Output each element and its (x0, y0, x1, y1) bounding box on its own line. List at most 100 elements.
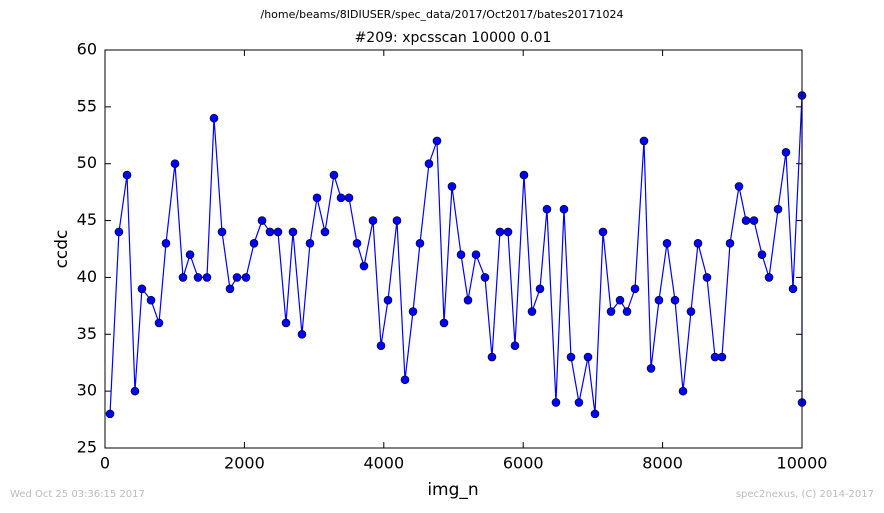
data-point (670, 295, 680, 305)
data-point (359, 261, 369, 271)
data-point (225, 284, 235, 294)
data-point (241, 273, 251, 282)
data-point (273, 227, 283, 237)
data-point (209, 113, 219, 123)
data-point (312, 193, 322, 203)
data-point (734, 182, 744, 191)
y-tick-label: 50 (77, 153, 97, 172)
data-point (702, 273, 712, 282)
y-tick-label: 55 (77, 96, 97, 115)
data-point (606, 307, 616, 316)
data-point (773, 204, 783, 214)
data-point (202, 273, 212, 282)
data-point (583, 352, 593, 362)
data-point (781, 148, 791, 157)
data-point (654, 295, 664, 305)
footnote: Wed Oct 25 03:36:15 2017 (10, 489, 145, 500)
data-point (130, 386, 140, 396)
data-point (622, 307, 632, 316)
data-point (376, 341, 386, 350)
data-point (114, 227, 124, 237)
y-axis-label: ccdc (52, 230, 72, 269)
data-point (424, 159, 434, 169)
data-point (662, 239, 672, 248)
x-tick-label: 0 (100, 454, 110, 473)
data-point (154, 318, 164, 328)
data-point (639, 136, 649, 146)
data-point (503, 227, 513, 237)
data-point (329, 170, 339, 180)
data-point (551, 398, 561, 407)
data-point (566, 352, 576, 362)
data-point (170, 159, 180, 169)
data-point (439, 318, 449, 328)
x-tick-label: 8000 (642, 454, 683, 473)
data-point (432, 136, 442, 146)
suptitle: /home/beams/8IDIUSER/spec_data/2017/Oct2… (261, 8, 624, 21)
y-tick-label: 60 (77, 40, 97, 59)
data-point (336, 193, 346, 203)
data-point (495, 227, 505, 237)
data-point (678, 386, 688, 396)
data-point (535, 284, 545, 294)
y-tick-label: 25 (77, 438, 97, 457)
data-point (741, 216, 751, 225)
data-point (344, 193, 354, 203)
data-point (368, 216, 378, 225)
data-point (447, 182, 457, 191)
data-point (249, 239, 259, 248)
data-point (320, 227, 330, 237)
data-point (257, 216, 267, 225)
data-point (630, 284, 640, 294)
data-point (297, 329, 307, 339)
data-point (574, 398, 584, 407)
data-point (400, 375, 410, 385)
data-point (542, 204, 552, 214)
y-tick-label: 45 (77, 210, 97, 229)
data-point (193, 273, 203, 282)
data-point (519, 170, 529, 180)
data-point (559, 204, 569, 214)
chart-title: #209: xpcsscan 10000 0.01 (355, 30, 552, 46)
data-point (122, 170, 132, 180)
x-tick-label: 2000 (224, 454, 265, 473)
plot-frame (104, 49, 803, 449)
data-point (717, 352, 727, 362)
y-tick-label: 40 (77, 267, 97, 286)
x-tick-label: 6000 (503, 454, 544, 473)
data-point (749, 216, 759, 225)
data-point (471, 250, 481, 259)
data-point (146, 295, 156, 305)
data-point (178, 273, 188, 282)
data-point (161, 239, 171, 248)
data-point (757, 250, 767, 259)
data-point (105, 409, 115, 419)
data-point (693, 239, 703, 248)
data-point (598, 227, 608, 237)
data-point (265, 227, 275, 237)
y-tick-label: 30 (77, 381, 97, 400)
data-point (788, 284, 798, 294)
data-point (615, 295, 625, 305)
y-tick-label: 35 (77, 324, 97, 343)
data-point (463, 295, 473, 305)
x-tick-label: 10000 (777, 454, 828, 473)
data-point (137, 284, 147, 294)
data-point (352, 239, 362, 248)
data-point (217, 227, 227, 237)
x-tick-label: 4000 (363, 454, 404, 473)
data-point (383, 295, 393, 305)
data-point (305, 239, 315, 248)
data-point (408, 307, 418, 316)
data-point (480, 273, 490, 282)
data-point (487, 352, 497, 362)
data-point (686, 307, 696, 316)
data-point (415, 239, 425, 248)
x-axis-label: img_n (427, 480, 478, 500)
data-point (590, 409, 600, 419)
footnote: spec2nexus, (C) 2014-2017 (736, 489, 874, 500)
data-point (646, 364, 656, 373)
data-point (281, 318, 291, 328)
data-point (185, 250, 195, 259)
